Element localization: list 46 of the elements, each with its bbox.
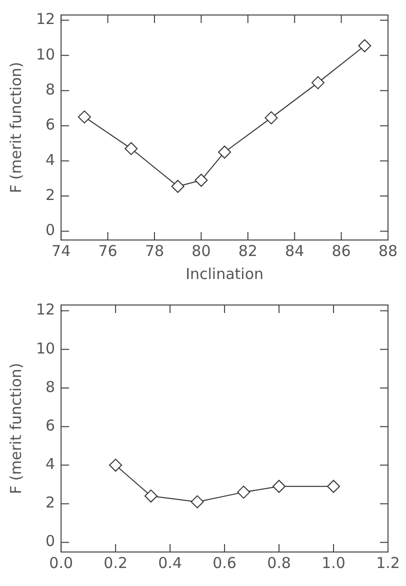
y-tick-label: 0 [46,532,56,550]
y-tick-label: 2 [46,494,56,512]
point [327,480,340,493]
x-tick-label: 0.0 [49,554,74,572]
y-tick-label: 0 [46,221,56,240]
y-tick-label: 12 [36,300,56,319]
point [194,174,208,187]
point [264,111,278,124]
x-tick-label: 82 [238,242,258,260]
y-axis-title: F (merit function) [6,362,25,494]
y-axis-title: F (merit function) [6,62,25,194]
point [109,458,122,472]
y-tick-label: 6 [46,116,56,134]
x-tick-label: 80 [192,242,211,260]
point [358,39,372,52]
x-tick-label: 74 [52,242,71,260]
x-tick-label: 76 [98,242,118,260]
point [78,110,91,124]
point [124,142,138,156]
y-tick-label: 4 [46,455,56,474]
x-tick-label: 1.0 [322,554,346,572]
x-axis-title: Inclination [186,264,264,283]
x-tick-label: 78 [144,242,164,260]
point [237,486,250,499]
y-tick-label: 10 [36,45,56,64]
x-tick-label: 0.4 [158,554,182,572]
x-tick-label: 0.2 [104,554,128,572]
x-tick-label: 86 [332,242,351,260]
point [144,490,158,503]
x-tick-label: 88 [378,242,398,260]
x-tick-label: 0.8 [267,554,291,572]
x-tick-label: 1.2 [376,554,400,572]
y-tick-label: 12 [36,10,56,28]
point [171,180,184,193]
y-tick-label: 8 [46,378,56,396]
point [311,76,324,90]
y-tick-label: 4 [46,150,56,169]
point [272,480,286,493]
point [218,146,232,159]
x-tick-label: 84 [285,242,304,260]
y-tick-label: 2 [46,186,56,204]
point [190,495,204,508]
x-tick-label: 0.6 [212,554,236,572]
y-tick-label: 8 [46,80,56,98]
y-tick-label: 10 [36,339,56,358]
y-tick-label: 6 [46,416,56,434]
